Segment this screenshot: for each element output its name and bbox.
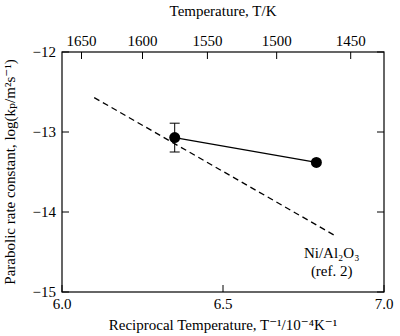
x2-tick	[142, 52, 143, 59]
y-tick	[62, 132, 69, 133]
x2-tick	[81, 52, 82, 59]
x2-tick-label: 1450	[336, 33, 366, 49]
x2-tick-label: 1650	[67, 33, 97, 49]
y-tick	[62, 212, 69, 213]
error-bar	[170, 123, 180, 152]
x2-tick-label: 1500	[262, 33, 292, 49]
point	[169, 132, 180, 143]
y-axis-label: Parabolic rate constant, log(kₚ/m²s⁻¹)	[2, 59, 19, 284]
chart-svg: 6.06.57.0−15−14−13−121650160015501500145…	[0, 0, 400, 336]
annotation: Ni/Al₂O₃	[304, 245, 359, 261]
x-tick-label: 6.5	[214, 296, 233, 312]
x-tick	[223, 285, 224, 292]
x-tick	[62, 285, 63, 292]
x2-tick	[276, 52, 277, 59]
y-tick	[62, 292, 69, 293]
point	[311, 157, 322, 168]
y-tick-right	[377, 52, 384, 53]
annotation: (ref. 2)	[311, 263, 353, 280]
y-tick-right	[377, 212, 384, 213]
y-tick-right	[377, 292, 384, 293]
x2-tick-label: 1600	[128, 33, 158, 49]
y-tick-label: −15	[33, 284, 56, 300]
x2-tick	[207, 52, 208, 59]
plot-frame	[62, 52, 384, 292]
x-tick	[384, 285, 385, 292]
series-line	[175, 138, 317, 163]
plot-marks	[94, 98, 336, 236]
chart-container: 6.06.57.0−15−14−13−121650160015501500145…	[0, 0, 400, 336]
x2-tick	[350, 52, 351, 59]
x2-tick-label: 1550	[192, 33, 222, 49]
y-tick-right	[377, 132, 384, 133]
x-axis-label: Reciprocal Temperature, T⁻¹/10⁻⁴K⁻¹	[109, 317, 337, 333]
x2-axis-label: Temperature, T/K	[170, 3, 277, 19]
y-tick-label: −13	[33, 124, 56, 140]
y-tick	[62, 52, 69, 53]
y-tick-label: −14	[33, 204, 57, 220]
series-line	[94, 98, 336, 236]
y-tick-label: −12	[33, 44, 56, 60]
x-tick-label: 7.0	[375, 296, 394, 312]
